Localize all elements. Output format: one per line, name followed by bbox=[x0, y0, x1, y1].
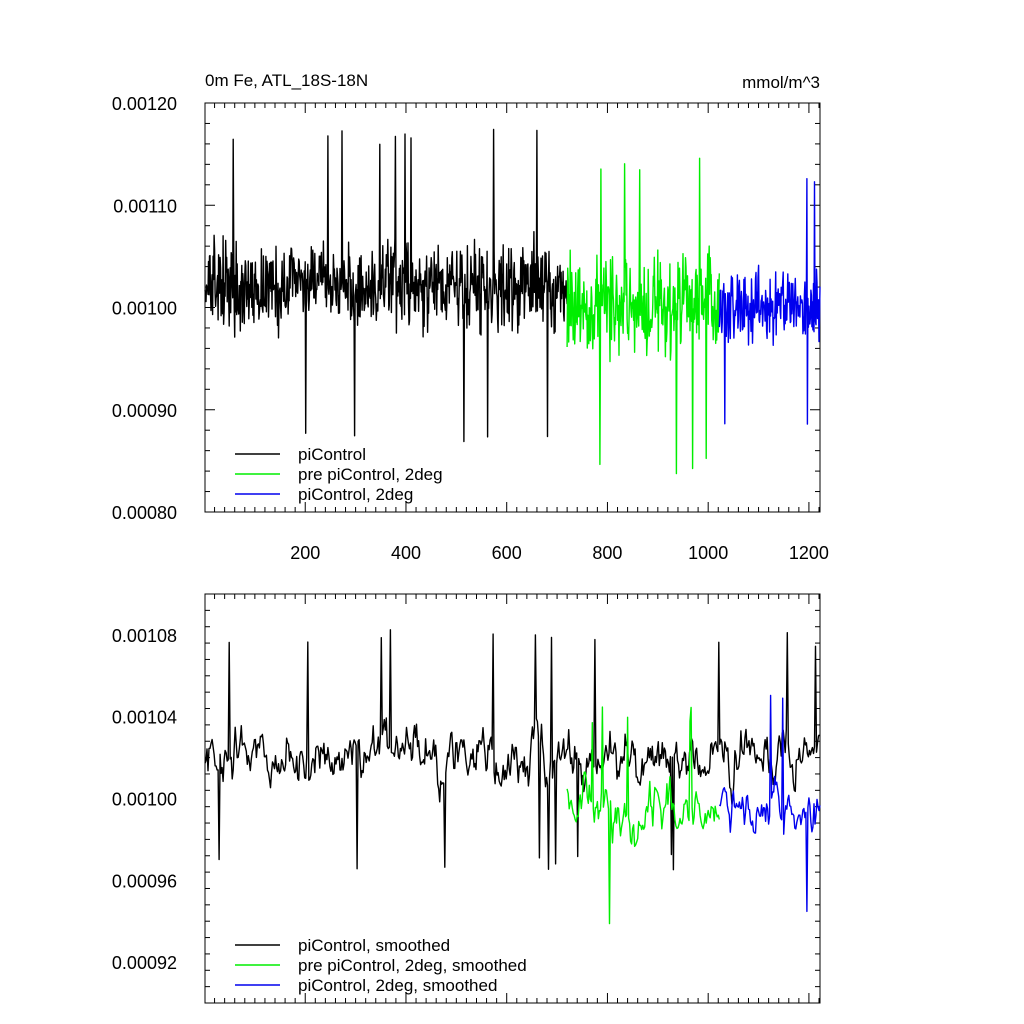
y-tick-label: 0.00100 bbox=[112, 790, 177, 810]
legend-label: pre piControl, 2deg, smoothed bbox=[298, 956, 527, 975]
series-line bbox=[566, 706, 720, 925]
series-line bbox=[204, 128, 568, 443]
bottom-ticks: 0.00092 0.00096 0.00100 0.00104 0.00108 bbox=[112, 593, 820, 1004]
series-line bbox=[718, 694, 821, 913]
legend-label: piControl bbox=[298, 445, 366, 464]
x-tick-label: 600 bbox=[492, 543, 522, 563]
top-ticks: 200 400 600 800 1000 1200 0.00080 0.00090 0.0010… bbox=[112, 94, 829, 563]
x-tick-label: 1000 bbox=[688, 543, 728, 563]
series-line bbox=[566, 157, 720, 475]
legend-label: piControl, 2deg, smoothed bbox=[298, 976, 497, 995]
y-tick-label: 0.00110 bbox=[113, 196, 177, 216]
bottom-panel: 0.00092 0.00096 0.00100 0.00104 0.00108 piCo… bbox=[112, 593, 821, 1004]
y-tick-label: 0.00104 bbox=[112, 708, 177, 728]
y-tick-label: 0.00080 bbox=[112, 503, 177, 523]
y-tick-label: 0.00100 bbox=[112, 299, 177, 319]
y-tick-label: 0.00090 bbox=[112, 401, 177, 421]
top-chart-title: 0m Fe, ATL_18S-18N bbox=[205, 71, 368, 90]
bottom-series bbox=[204, 629, 821, 925]
top-units-label: mmol/m^3 bbox=[742, 73, 820, 92]
series-line bbox=[718, 177, 821, 425]
x-tick-label: 400 bbox=[391, 543, 421, 563]
y-tick-label: 0.00120 bbox=[112, 94, 177, 114]
top-series bbox=[204, 128, 821, 475]
y-tick-label: 0.00108 bbox=[112, 626, 177, 646]
y-tick-label: 0.00092 bbox=[112, 953, 177, 973]
bottom-plot-frame bbox=[204, 593, 821, 1004]
legend-label: piControl, 2deg bbox=[298, 485, 413, 504]
y-tick-label: 0.00096 bbox=[112, 871, 177, 891]
x-tick-label: 1200 bbox=[789, 543, 829, 563]
legend-label: piControl, smoothed bbox=[298, 936, 450, 955]
series-line bbox=[204, 629, 821, 871]
legend-label: pre piControl, 2deg bbox=[298, 465, 443, 484]
top-panel: 0m Fe, ATL_18S-18N mmol/m^3 200 400 600 800… bbox=[112, 71, 829, 563]
x-tick-label: 200 bbox=[290, 543, 320, 563]
x-tick-label: 800 bbox=[592, 543, 622, 563]
